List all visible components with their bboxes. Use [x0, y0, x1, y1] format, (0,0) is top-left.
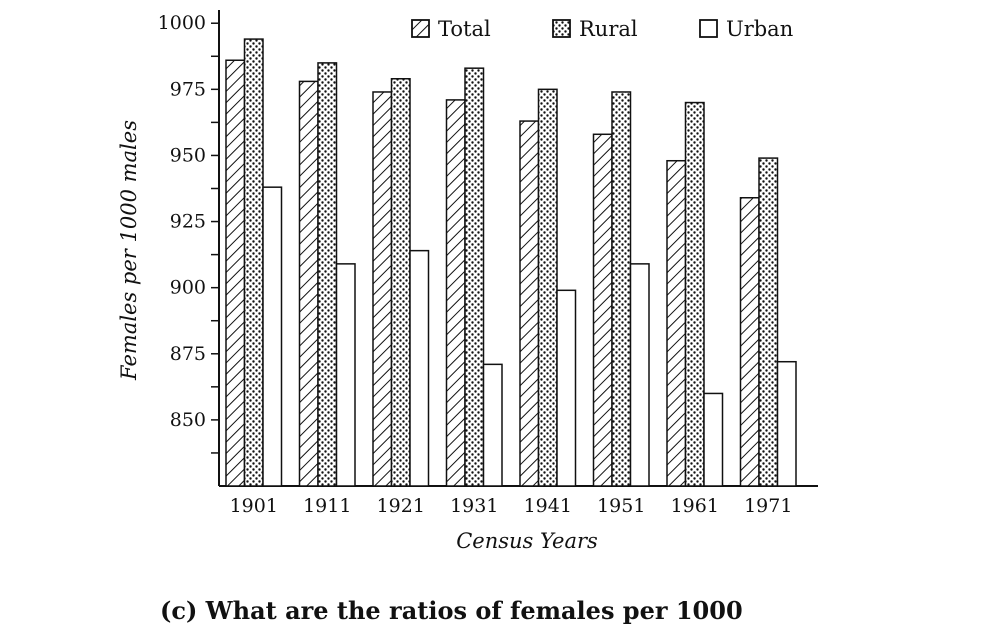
legend-swatch-rural: [552, 19, 571, 38]
x-tick-label: 1911: [303, 495, 351, 517]
legend-swatch-urban: [699, 19, 718, 38]
bar-rural-1941: [537, 88, 558, 487]
bar-urban-1901: [262, 186, 283, 487]
x-tick-label: 1901: [230, 495, 278, 517]
x-axis-title: Census Years: [456, 529, 598, 553]
bar-rural-1911: [317, 62, 338, 487]
y-axis: 850 875 900 925 950 975 1000: [158, 10, 220, 486]
bar-urban-1971: [776, 360, 797, 487]
legend-swatch-total: [411, 19, 430, 38]
bar-urban-1961: [703, 392, 724, 487]
x-tick-label: 1951: [597, 495, 645, 517]
bar-urban-1951: [629, 263, 650, 487]
y-tick-label: 950: [170, 144, 206, 166]
bars: [225, 38, 797, 487]
legend: Total Rural Urban: [411, 17, 793, 41]
bar-rural-1951: [611, 91, 632, 487]
bar-total-1931: [445, 99, 466, 487]
bar-total-1951: [592, 133, 613, 487]
y-tick-label: 875: [170, 343, 206, 365]
bar-rural-1971: [758, 157, 779, 487]
legend-label-rural: Rural: [579, 17, 638, 41]
bar-rural-1961: [684, 101, 705, 487]
bar-urban-1941: [556, 289, 577, 487]
bar-total-1971: [739, 197, 760, 487]
bar-total-1961: [666, 159, 687, 487]
question-caption: (c) What are the ratios of females per 1…: [160, 596, 743, 625]
bar-rural-1931: [464, 67, 485, 487]
legend-label-total: Total: [438, 17, 491, 41]
bar-total-1941: [519, 120, 540, 487]
legend-label-urban: Urban: [726, 17, 793, 41]
bar-urban-1921: [409, 249, 430, 487]
y-tick-label: 925: [170, 211, 206, 233]
bar-total-1901: [225, 59, 246, 487]
y-tick-label: 850: [170, 409, 206, 431]
y-tick-label: 1000: [158, 12, 206, 34]
x-tick-label: 1961: [671, 495, 719, 517]
x-axis: 1901 1911 1921 1931 1941 1951 1961 1971: [219, 485, 818, 517]
x-tick-label: 1931: [450, 495, 498, 517]
bar-total-1911: [298, 80, 319, 487]
x-tick-label: 1921: [377, 495, 425, 517]
x-tick-label: 1941: [524, 495, 572, 517]
bar-urban-1931: [482, 363, 503, 487]
bar-rural-1921: [390, 78, 411, 487]
y-tick-label: 900: [170, 277, 206, 299]
bar-total-1921: [372, 91, 393, 487]
y-axis-title: Females per 1000 males: [117, 120, 141, 381]
bar-urban-1911: [335, 263, 356, 487]
y-tick-label: 975: [170, 78, 206, 100]
bar-rural-1901: [243, 38, 264, 487]
x-tick-label: 1971: [744, 495, 792, 517]
